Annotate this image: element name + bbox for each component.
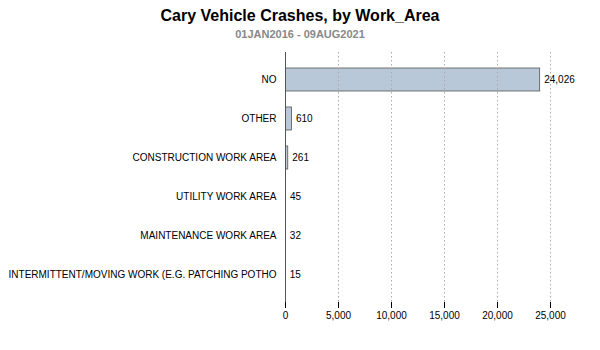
svg-text:CONSTRUCTION WORK AREA: CONSTRUCTION WORK AREA bbox=[133, 152, 277, 163]
svg-text:INTERMITTENT/MOVING WORK (E.G.: INTERMITTENT/MOVING WORK (E.G. PATCHING … bbox=[9, 269, 277, 280]
svg-text:0: 0 bbox=[283, 310, 289, 321]
svg-text:10,000: 10,000 bbox=[376, 310, 407, 321]
svg-text:5,000: 5,000 bbox=[326, 310, 351, 321]
svg-text:45: 45 bbox=[290, 191, 302, 202]
svg-text:OTHER: OTHER bbox=[242, 113, 277, 124]
html-text:Cary Vehicle Crashes, by Work_: Cary Vehicle Crashes, by Work_Area bbox=[160, 7, 440, 24]
html-text:01JAN2016 - 09AUG2021: 01JAN2016 - 09AUG2021 bbox=[235, 28, 365, 40]
svg-text:15,000: 15,000 bbox=[429, 310, 460, 321]
svg-text:24,026: 24,026 bbox=[544, 74, 575, 85]
svg-text:15: 15 bbox=[290, 269, 302, 280]
svg-text:20,000: 20,000 bbox=[482, 310, 513, 321]
svg-text:261: 261 bbox=[292, 152, 309, 163]
svg-text:UTILITY WORK AREA: UTILITY WORK AREA bbox=[176, 191, 277, 202]
svg-text:610: 610 bbox=[296, 113, 313, 124]
svg-text:NO: NO bbox=[262, 74, 277, 85]
svg-text:32: 32 bbox=[290, 230, 302, 241]
svg-text:MAINTENANCE WORK AREA: MAINTENANCE WORK AREA bbox=[140, 230, 276, 241]
svg-text:25,000: 25,000 bbox=[535, 310, 566, 321]
